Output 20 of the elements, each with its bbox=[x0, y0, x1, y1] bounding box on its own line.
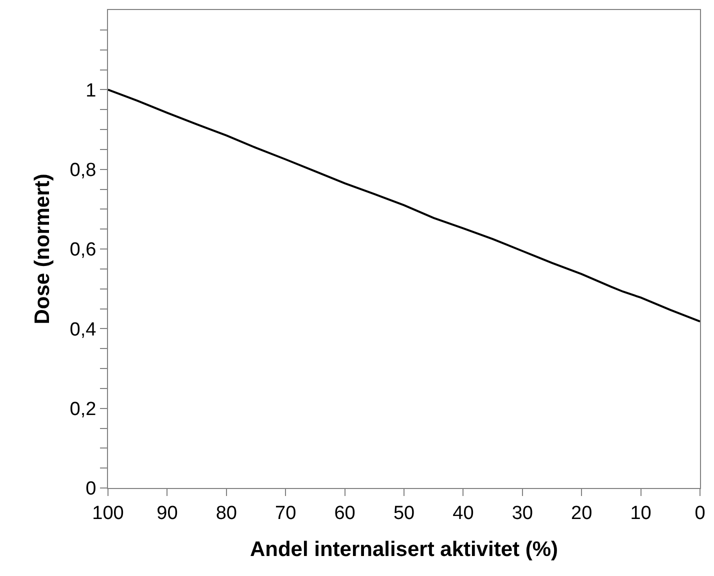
x-tick-label: 20 bbox=[571, 502, 592, 524]
y-tick-label: 1 bbox=[86, 80, 96, 102]
x-tick-label: 10 bbox=[630, 502, 652, 524]
x-tick-label: 100 bbox=[92, 502, 124, 524]
x-tick-label: 50 bbox=[393, 502, 415, 524]
x-tick-label: 40 bbox=[452, 502, 474, 524]
x-axis-title: Andel internalisert aktivitet (%) bbox=[250, 538, 558, 561]
y-tick-label: 0 bbox=[86, 478, 96, 500]
x-tick-label: 70 bbox=[275, 502, 296, 524]
x-tick-label: 60 bbox=[334, 502, 356, 524]
x-tick-label: 30 bbox=[512, 502, 533, 524]
y-tick-label: 0,4 bbox=[70, 319, 97, 340]
x-tick-label: 80 bbox=[216, 502, 237, 524]
x-tick-label: 90 bbox=[156, 502, 178, 524]
y-tick-label: 0,2 bbox=[70, 398, 96, 420]
y-tick-label: 0,6 bbox=[70, 240, 96, 261]
y-axis-title: Dose (normert) bbox=[30, 174, 54, 324]
y-tick-label: 0,8 bbox=[70, 160, 96, 181]
x-tick-label: 0 bbox=[694, 502, 706, 524]
line-series bbox=[108, 88, 700, 322]
